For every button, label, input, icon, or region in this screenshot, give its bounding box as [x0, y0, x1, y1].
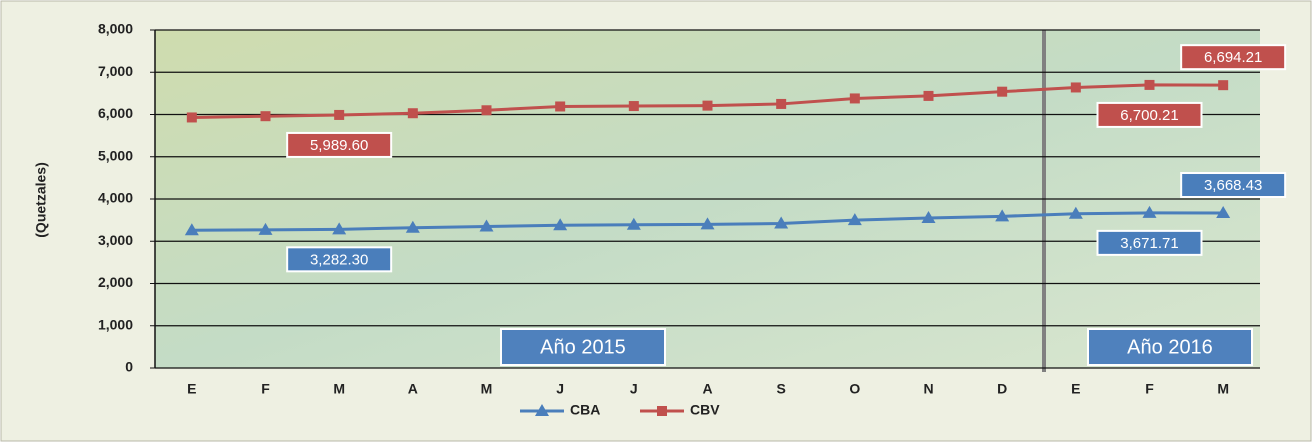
value-label: 3,668.43 — [1204, 177, 1262, 194]
point — [657, 406, 667, 416]
value-label: 3,282.30 — [310, 251, 368, 268]
x-tick-label: M — [1217, 381, 1229, 397]
value-label: 6,700.21 — [1120, 107, 1178, 124]
point — [187, 112, 197, 122]
x-tick-label: A — [408, 381, 418, 397]
point — [1071, 82, 1081, 92]
point — [924, 91, 934, 101]
y-tick-label: 8,000 — [98, 21, 133, 37]
point — [703, 101, 713, 111]
y-tick-label: 0 — [125, 359, 133, 375]
x-tick-label: S — [776, 381, 785, 397]
y-tick-label: 5,000 — [98, 147, 133, 163]
point — [408, 108, 418, 118]
point — [482, 105, 492, 115]
y-tick-label: 2,000 — [98, 274, 133, 290]
x-tick-label: E — [187, 381, 196, 397]
x-tick-label: M — [481, 381, 493, 397]
point — [850, 93, 860, 103]
x-tick-label: D — [997, 381, 1007, 397]
x-tick-label: M — [333, 381, 345, 397]
chart: (Quetzales) 0 1,000 2,000 3,000 4,000 5,000 6,… — [0, 0, 1312, 442]
y-tick-label: 7,000 — [98, 63, 133, 79]
value-label: 5,989.60 — [310, 137, 368, 154]
y-tick-label: 6,000 — [98, 105, 133, 121]
point — [629, 101, 639, 111]
annotation: Año 2016 — [1127, 336, 1213, 358]
legend-label: CBA — [570, 402, 600, 418]
y-tick-label: 1,000 — [98, 316, 133, 332]
x-tick-label: A — [702, 381, 712, 397]
x-tick-label: F — [261, 381, 270, 397]
point — [1145, 80, 1155, 90]
x-tick-label: F — [1145, 381, 1154, 397]
point — [334, 110, 344, 120]
x-tick-label: J — [556, 381, 564, 397]
x-tick-label: O — [849, 381, 860, 397]
point — [1218, 80, 1228, 90]
y-axis-label: (Quetzales) — [33, 162, 49, 237]
point — [997, 87, 1007, 97]
point — [776, 99, 786, 109]
point — [261, 111, 271, 121]
x-tick-label: N — [923, 381, 933, 397]
point — [555, 101, 565, 111]
y-tick-label: 4,000 — [98, 190, 133, 206]
x-tick-label: J — [630, 381, 638, 397]
legend-label: CBV — [690, 402, 720, 418]
value-label: 6,694.21 — [1204, 49, 1262, 66]
value-label: 3,671.71 — [1120, 235, 1178, 252]
annotation: Año 2015 — [540, 336, 626, 358]
y-tick-label: 3,000 — [98, 232, 133, 248]
x-tick-label: E — [1071, 381, 1080, 397]
